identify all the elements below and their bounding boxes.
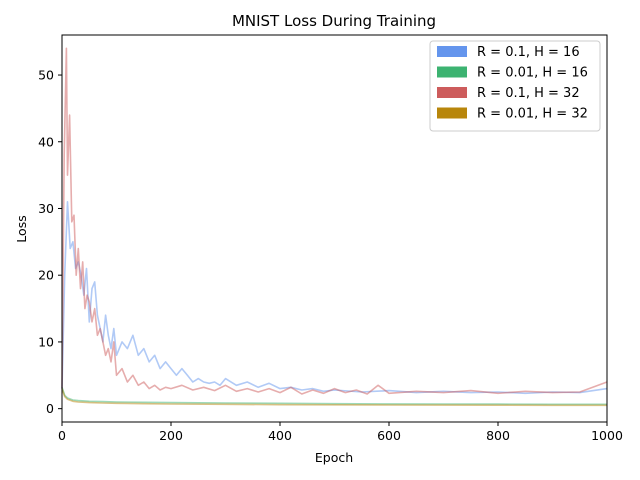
legend-frame xyxy=(429,40,601,132)
x-axis-label: Epoch xyxy=(315,450,353,465)
series-line-3 xyxy=(61,47,608,395)
legend-swatch-1 xyxy=(437,46,467,57)
series-layer xyxy=(61,47,608,407)
series-line-4 xyxy=(61,388,607,407)
x-tick-label: 1000 xyxy=(591,428,623,443)
y-axis: 0 10 20 30 40 50 xyxy=(38,68,62,416)
legend-swatch-3 xyxy=(437,87,467,98)
chart-title: MNIST Loss During Training xyxy=(232,12,436,30)
y-tick-label: 20 xyxy=(38,268,54,283)
x-tick-label: 400 xyxy=(268,428,292,443)
legend-label-2: R = 0.01, H = 16 xyxy=(477,66,588,81)
y-axis-label: Loss xyxy=(14,215,29,242)
series-line-2 xyxy=(61,387,607,406)
plot-frame xyxy=(61,34,608,423)
legend-swatch-2 xyxy=(437,66,467,78)
legend: R = 0.1, H = 16 R = 0.01, H = 16 R = 0.1, … xyxy=(429,40,601,132)
x-tick-label: 0 xyxy=(58,428,66,443)
legend-label-4: R = 0.01, H = 32 xyxy=(477,107,588,122)
y-tick-label: 50 xyxy=(38,68,54,83)
legend-swatch-4 xyxy=(437,107,467,119)
y-tick-label: 0 xyxy=(46,401,54,416)
y-tick-label: 10 xyxy=(38,334,54,349)
y-tick-label: 40 xyxy=(38,134,54,149)
x-tick-label: 600 xyxy=(377,428,401,443)
x-tick-label: 800 xyxy=(486,428,510,443)
legend-label-3: R = 0.1, H = 32 xyxy=(477,86,580,101)
x-tick-label: 200 xyxy=(159,428,183,443)
x-axis: 0 200 400 600 800 1000 xyxy=(58,422,623,443)
legend-label-1: R = 0.1, H = 16 xyxy=(477,45,580,60)
series-line-1 xyxy=(61,201,608,395)
y-tick-label: 30 xyxy=(38,201,54,216)
